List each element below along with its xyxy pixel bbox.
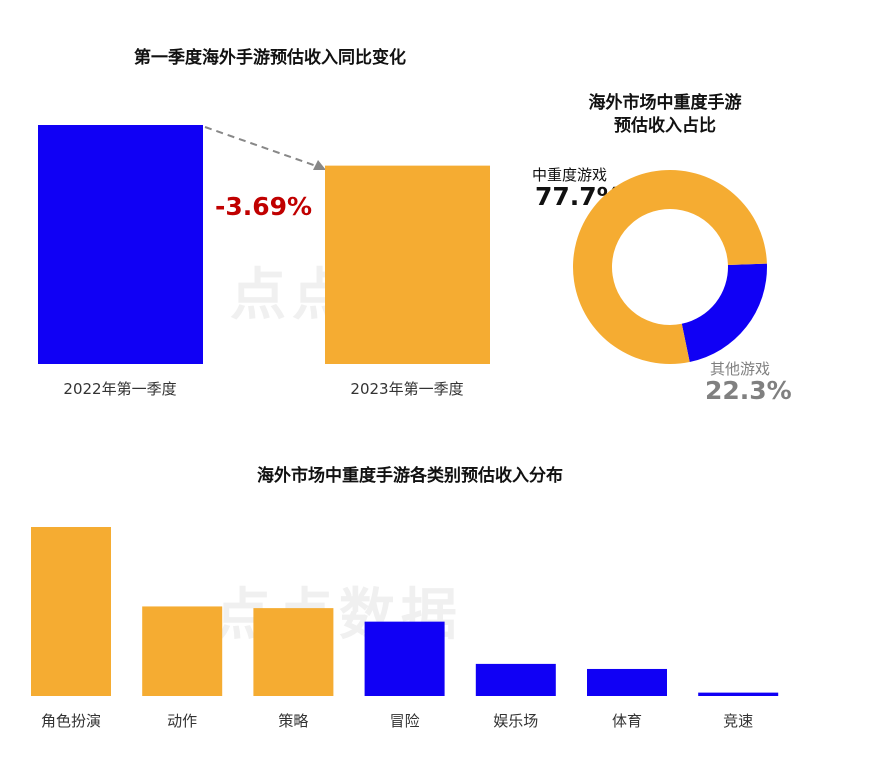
category-bar — [698, 692, 779, 696]
x-tick-label: 竞速 — [723, 712, 754, 730]
chart-title-share-2: 预估收入占比 — [614, 116, 716, 136]
x-tick-label: 娱乐场 — [493, 712, 539, 730]
bar-0 — [38, 125, 203, 364]
arrow-head-icon — [313, 160, 326, 170]
category-bar — [253, 608, 334, 696]
x-tick-label: 体育 — [611, 712, 642, 730]
category-bar — [31, 527, 111, 696]
x-tick-label: 冒险 — [389, 712, 420, 730]
x-tick-label: 2022年第一季度 — [63, 380, 177, 398]
donut-slice — [572, 169, 767, 365]
yoy-change-label: -3.69% — [215, 192, 313, 221]
bar-1 — [325, 165, 490, 364]
x-tick-label: 角色扮演 — [40, 712, 101, 730]
slice-label-core: 中重度游戏 — [532, 166, 608, 184]
category-bar — [587, 668, 667, 696]
comparison-arrow — [204, 126, 323, 169]
slice-label-other: 其他游戏 — [710, 360, 771, 378]
x-tick-label: 2023年第一季度 — [350, 380, 464, 398]
slice-value-other: 22.3% — [705, 376, 792, 405]
x-tick-label: 策略 — [278, 712, 309, 730]
chart-title-yoy: 第一季度海外手游预估收入同比变化 — [134, 48, 406, 68]
category-bar — [142, 606, 223, 696]
chart-title-share-1: 海外市场中重度手游 — [588, 93, 742, 113]
category-bar — [364, 621, 445, 696]
category-bar — [475, 663, 556, 696]
x-tick-label: 动作 — [167, 712, 198, 730]
donut-slice — [681, 263, 768, 362]
chart-title-category: 海外市场中重度手游各类别预估收入分布 — [257, 466, 563, 486]
